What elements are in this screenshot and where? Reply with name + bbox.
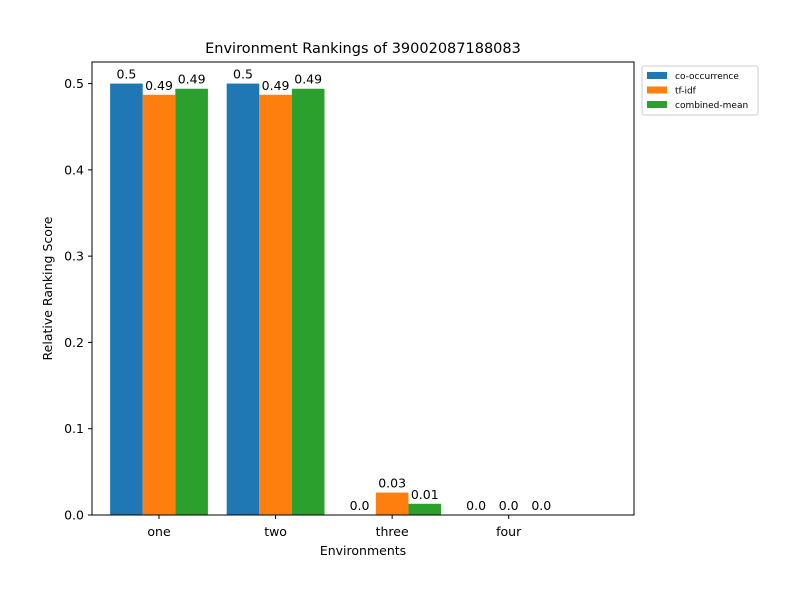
x-tick-label-two: two xyxy=(264,524,287,539)
x-axis: one two three four xyxy=(147,515,522,539)
legend-label-tf-idf: tf-idf xyxy=(675,87,697,97)
x-tick-label-four: four xyxy=(496,524,522,539)
y-tick-label: 0.3 xyxy=(64,249,84,264)
legend-swatch-tf-idf xyxy=(647,86,667,94)
data-label-combined-mean-three: 0.01 xyxy=(411,487,439,502)
data-label-combined-mean-four: 0.0 xyxy=(531,498,551,513)
data-label-tf-idf-four: 0.0 xyxy=(499,498,519,513)
x-axis-label: Environments xyxy=(320,543,406,558)
data-label-tf-idf-two: 0.49 xyxy=(262,78,290,93)
y-axis: 0.0 0.1 0.2 0.3 0.4 0.5 xyxy=(64,76,92,523)
data-label-co-occurrence-three: 0.0 xyxy=(350,498,370,513)
data-label-co-occurrence-four: 0.0 xyxy=(466,498,486,513)
data-label-combined-mean-two: 0.49 xyxy=(294,72,322,87)
bar-labels: 0.5 0.49 0.49 0.5 0.49 0.49 0.0 0.03 0.01 0.0 0.0 0… xyxy=(116,67,551,513)
plot-frame xyxy=(91,61,635,516)
bar-co-occurrence-one xyxy=(110,83,143,516)
bars xyxy=(110,83,442,516)
y-tick-label: 0.1 xyxy=(64,421,84,436)
chart-title: Environment Rankings of 39002087188083 xyxy=(205,41,521,57)
y-tick-label: 0.4 xyxy=(64,162,84,177)
data-label-co-occurrence-two: 0.5 xyxy=(233,67,253,82)
legend-swatch-co-occurrence xyxy=(647,72,667,79)
y-tick-label: 0.0 xyxy=(64,508,84,523)
bar-combined-mean-one xyxy=(175,88,208,516)
legend: co-occurrence tf-idf combined-mean xyxy=(641,65,759,116)
data-label-combined-mean-one: 0.49 xyxy=(178,72,206,87)
data-label-tf-idf-three: 0.03 xyxy=(378,476,406,491)
bar-tf-idf-one xyxy=(142,94,176,515)
x-tick-label-one: one xyxy=(147,524,171,539)
legend-swatch-combined-mean xyxy=(647,101,667,108)
y-axis-label: Relative Ranking Score xyxy=(40,216,55,360)
bar-combined-mean-two xyxy=(291,88,325,516)
bar-co-occurrence-two xyxy=(226,83,260,516)
legend-label-combined-mean: combined-mean xyxy=(675,101,748,111)
y-tick-label: 0.2 xyxy=(64,335,84,350)
legend-box xyxy=(641,65,759,116)
bar-combined-mean-three xyxy=(408,503,442,515)
legend-label-co-occurrence: co-occurrence xyxy=(675,72,739,82)
bar-tf-idf-two xyxy=(259,94,292,515)
data-label-tf-idf-one: 0.49 xyxy=(145,78,173,93)
x-tick-label-three: three xyxy=(376,524,409,539)
y-tick-label: 0.5 xyxy=(64,76,84,91)
data-label-co-occurrence-one: 0.5 xyxy=(116,67,136,82)
bar-tf-idf-three xyxy=(375,492,409,515)
